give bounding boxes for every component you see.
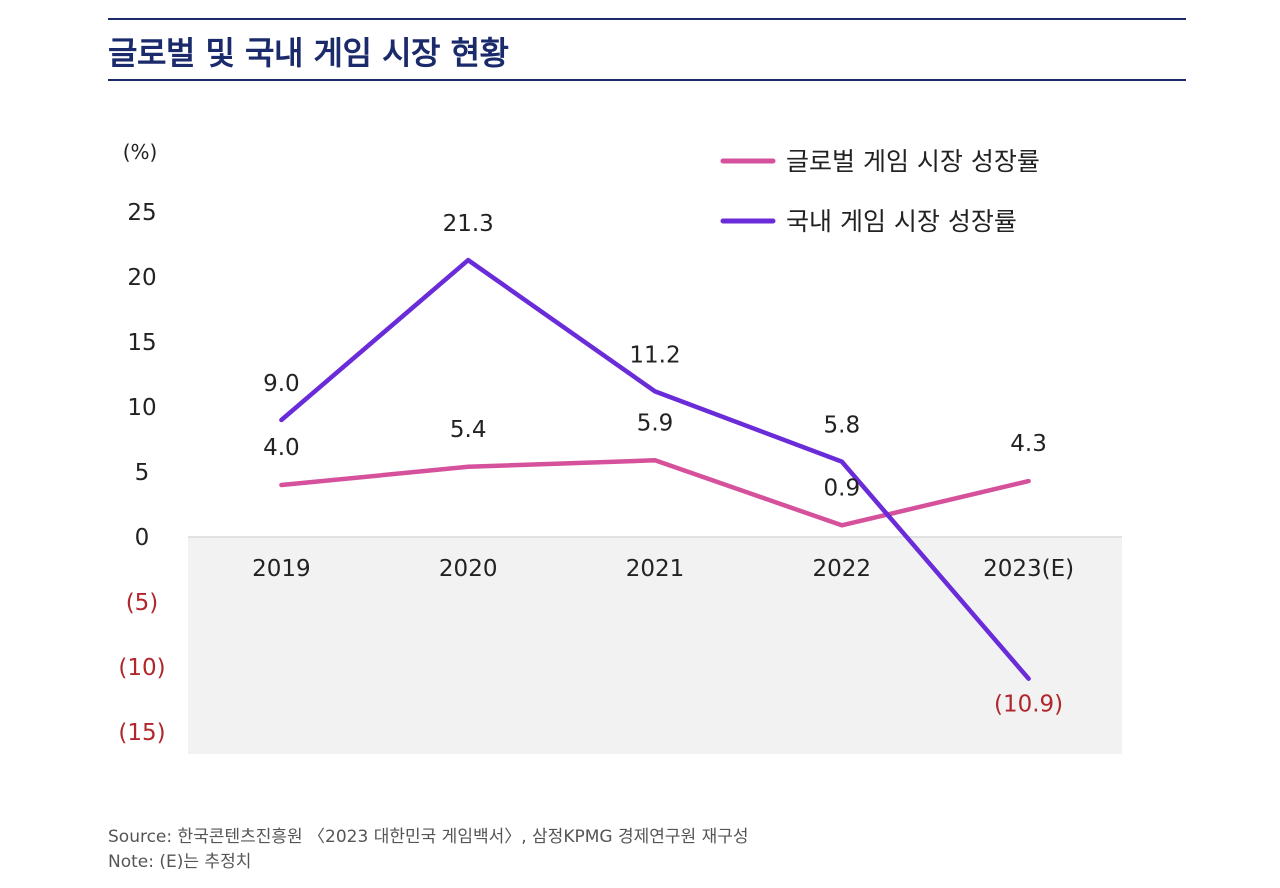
title-bottom-rule <box>108 79 1186 81</box>
note-text: Note: (E)는 추정치 <box>108 852 252 872</box>
negative-region <box>188 537 1122 754</box>
x-tick-label: 2021 <box>626 556 685 582</box>
y-tick-label: (15) <box>118 720 165 746</box>
page-title: 글로벌 및 국내 게임 시장 현황 <box>108 34 509 72</box>
y-tick-label: (10) <box>118 655 165 681</box>
data-label-global: 4.3 <box>1010 431 1047 457</box>
y-tick-label: 10 <box>127 395 156 421</box>
data-label-global: 0.9 <box>824 475 861 501</box>
x-tick-label: 2022 <box>813 556 872 582</box>
data-label-domestic: 11.2 <box>629 342 680 368</box>
data-label-domestic: 9.0 <box>263 371 300 397</box>
y-axis-unit: (%) <box>123 140 158 164</box>
y-tick-label: (5) <box>126 590 159 616</box>
legend-label-2: 국내 게임 시장 성장률 <box>786 207 1017 236</box>
series-line-2 <box>279 257 1031 681</box>
series-line-1 <box>279 458 1031 528</box>
source-text: Source: 한국콘텐츠진흥원 〈2023 대한민국 게임백서〉, 삼정KPM… <box>108 827 749 847</box>
legend-label-1: 글로벌 게임 시장 성장률 <box>786 147 1040 176</box>
data-label-domestic: 5.8 <box>824 413 861 439</box>
data-label-domestic: 21.3 <box>443 211 494 237</box>
y-tick-label: 0 <box>135 525 150 551</box>
data-label-global: 5.4 <box>450 417 487 443</box>
data-label-domestic: (10.9) <box>994 692 1063 718</box>
y-tick-label: 5 <box>135 460 150 486</box>
y-tick-label: 20 <box>127 265 156 291</box>
title-top-rule <box>108 18 1186 20</box>
y-tick-label: 25 <box>127 200 156 226</box>
x-tick-label: 2023(E) <box>983 556 1074 582</box>
data-label-global: 4.0 <box>263 435 300 461</box>
y-tick-label: 15 <box>127 330 156 356</box>
x-tick-label: 2019 <box>252 556 311 582</box>
data-label-global: 5.9 <box>637 410 674 436</box>
x-tick-label: 2020 <box>439 556 498 582</box>
